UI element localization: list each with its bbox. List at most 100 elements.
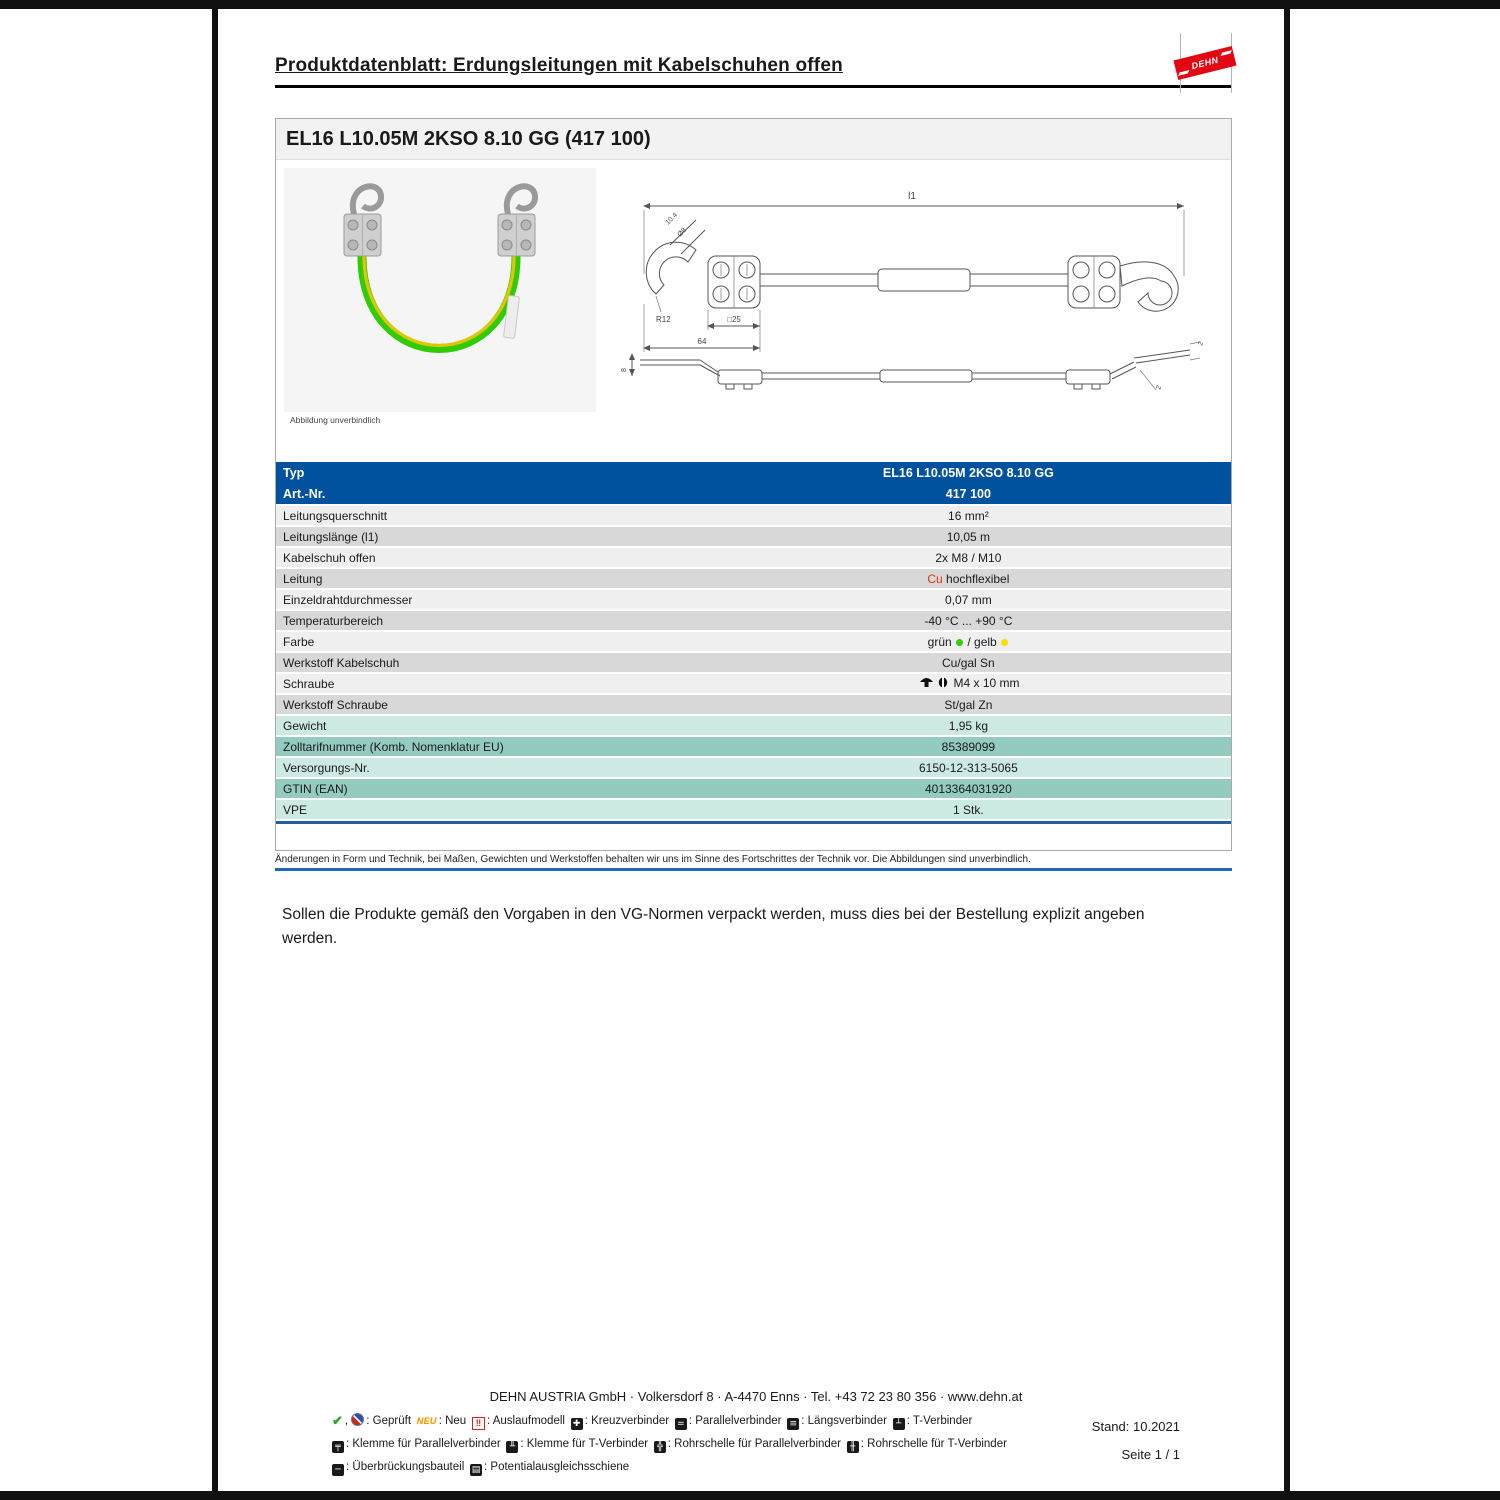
- spec-row-label: Gewicht: [283, 718, 327, 733]
- spec-row-value: 1 Stk.: [706, 803, 1231, 817]
- spec-row-value: grün / gelb: [706, 635, 1231, 649]
- dim-8: 8: [621, 368, 628, 372]
- spec-row: GTIN (EAN) 4013364031920: [276, 779, 1231, 798]
- legend-line-2: ╤: Klemme für Parallelverbinder ╨: Klemm…: [332, 1438, 1027, 1453]
- photo-background: [284, 168, 596, 412]
- spec-row-value: 1,95 kg: [706, 719, 1231, 733]
- value-text: Cu/gal Sn: [942, 655, 995, 670]
- value-text: M4 x 10 mm: [950, 676, 1020, 691]
- spec-row: Einzeldrahtdurchmesser 0,07 mm: [276, 590, 1231, 609]
- spec-row-label: Schraube: [283, 676, 335, 691]
- product-title: EL16 L10.05M 2KSO 8.10 GG (417 100): [276, 119, 1231, 160]
- dim-2-top: 2: [1197, 341, 1205, 347]
- spec-table-bottom-rule: [276, 821, 1231, 824]
- spec-row-label: Farbe: [283, 634, 315, 649]
- value-text: 10,05 m: [946, 529, 991, 544]
- spec-row-value: Cu hochflexibel: [706, 572, 1231, 586]
- technical-drawing: l1 10.4 Ø8 R12: [621, 191, 1205, 391]
- parallelverbinder-icon: =: [674, 1418, 687, 1430]
- color-dot-icon: [1001, 638, 1009, 646]
- value-text: 1,95 kg: [948, 718, 989, 733]
- value-text: 85389099: [941, 739, 996, 754]
- document-content: Produktdatenblatt: Erdungsleitungen mit …: [275, 9, 1237, 1491]
- value-text: 6150-12-313-5065: [919, 760, 1018, 775]
- document-header: Produktdatenblatt: Erdungsleitungen mit …: [275, 33, 1237, 93]
- kreuzverbinder-icon: ✚: [570, 1418, 583, 1430]
- spec-row: VPE 1 Stk.: [276, 800, 1231, 819]
- box-bottom-padding: [276, 824, 1231, 850]
- spec-row-value: 2x M8 / M10: [706, 551, 1231, 565]
- dehn-logo-mark: DEHN: [1173, 46, 1237, 80]
- t-verbinder-icon: ┴: [892, 1418, 905, 1430]
- rohrschelle-parallelverbinder-icon: ╬: [653, 1441, 666, 1453]
- value-text: 4013364031920: [924, 781, 1012, 796]
- dehn-logo: DEHN: [1173, 33, 1237, 93]
- spec-header-typ-value: EL16 L10.05M 2KSO 8.10 GG: [882, 465, 1054, 480]
- document-title: Produktdatenblatt: Erdungsleitungen mit …: [275, 55, 843, 76]
- spec-row-value: 10,05 m: [706, 530, 1231, 544]
- value-text: hochflexibel: [942, 571, 1010, 586]
- spec-row: Zolltarifnummer (Komb. Nomenklatur EU) 85…: [276, 737, 1231, 756]
- spec-header-artnr: Art.-Nr. 417 100: [276, 483, 1231, 504]
- company-address-line: DEHN AUSTRIA GmbH · Volkersdorf 8 · A-44…: [489, 1389, 1023, 1404]
- spec-row: Gewicht 1,95 kg: [276, 716, 1231, 735]
- spec-row: Farbe grün / gelb: [276, 632, 1231, 651]
- spec-row-label: Werkstoff Kabelschuh: [283, 655, 400, 670]
- page-top-border: [0, 0, 1500, 9]
- spec-row: Leitung Cu hochflexibel: [276, 569, 1231, 588]
- spec-header-typ: Typ EL16 L10.05M 2KSO 8.10 GG: [276, 462, 1231, 483]
- spec-table-body: Leitungsquerschnitt 16 mm² Leitungslänge (…: [276, 506, 1231, 819]
- dim-sq25: □25: [727, 315, 741, 324]
- klemme-t-verbinder-icon: ╨: [506, 1441, 519, 1453]
- spec-row: Kabelschuh offen 2x M8 / M10: [276, 548, 1231, 567]
- spec-row: Temperaturbereich -40 °C ... +90 °C: [276, 611, 1231, 630]
- spec-row-value: M4 x 10 mm: [706, 676, 1231, 691]
- spec-row-value: 0,07 mm: [706, 593, 1231, 607]
- dim-10-4: 10.4: [664, 212, 679, 227]
- dehn-logo-text: DEHN: [1190, 54, 1220, 72]
- spec-row: Leitungslänge (l1) 10,05 m: [276, 527, 1231, 546]
- spec-table: Typ EL16 L10.05M 2KSO 8.10 GG Art.-Nr. 4…: [276, 462, 1231, 824]
- spec-row: Werkstoff Kabelschuh Cu/gal Sn: [276, 653, 1231, 672]
- spec-row-value: 16 mm²: [706, 509, 1231, 523]
- color-dot-icon: [956, 638, 964, 646]
- auslaufmodell-icon: ‼: [471, 1417, 485, 1430]
- legend-line-3: ─: Überbrückungsbauteil ▤: Potentialausg…: [332, 1461, 1027, 1476]
- page-footer: DEHN AUSTRIA GmbH · Volkersdorf 8 · A-44…: [332, 1389, 1180, 1485]
- laengsverbinder-icon: ≡: [787, 1418, 800, 1430]
- potentialausgleichsschiene-icon: ▤: [470, 1464, 483, 1476]
- rohrschelle-t-verbinder-icon: ╫: [846, 1441, 859, 1453]
- spec-row-label: Kabelschuh offen: [283, 550, 376, 565]
- dim-l1: l1: [908, 191, 916, 202]
- spec-row-label: Leitungslänge (l1): [283, 529, 379, 544]
- icon-legend: ✔, : Geprüft NEU: Neu ‼: Auslaufmodell ✚…: [332, 1413, 1027, 1476]
- value-text: 16 mm²: [948, 508, 989, 523]
- right-hook: [503, 183, 538, 215]
- product-box: EL16 L10.05M 2KSO 8.10 GG (417 100): [275, 118, 1232, 851]
- spec-row-label: GTIN (EAN): [283, 781, 348, 796]
- spec-header-typ-label: Typ: [283, 465, 305, 480]
- legend-line-1: ✔, : Geprüft NEU: Neu ‼: Auslaufmodell ✚…: [332, 1413, 979, 1430]
- spec-row-label: Werkstoff Schraube: [283, 697, 388, 712]
- product-images: Abbildung unverbindlich: [276, 160, 1231, 428]
- footer-right-info: Stand: 10.2021 Seite 1 / 1: [1092, 1419, 1180, 1462]
- dim-r12: R12: [656, 315, 671, 324]
- spec-row-label: Zolltarifnummer (Komb. Nomenklatur EU): [283, 739, 504, 754]
- cable-yellow-stripe: [362, 253, 516, 348]
- spec-row-label: Leitungsquerschnitt: [283, 508, 388, 523]
- klemme-parallelverbinder-icon: ╤: [332, 1441, 344, 1453]
- value-text: -40 °C ... +90 °C: [924, 613, 1013, 628]
- value-text: / gelb: [964, 634, 1001, 649]
- spec-header-artnr-label: Art.-Nr.: [283, 486, 326, 501]
- spec-row: Schraube M4 x 10 mm: [276, 674, 1231, 693]
- vg-packaging-note: Sollen die Produkte gemäß den Vorgaben i…: [282, 906, 1145, 948]
- spec-row: Werkstoff Schraube St/gal Zn: [276, 695, 1231, 714]
- mushroom-head-screw-icon: [919, 677, 934, 691]
- page-number: Seite 1 / 1: [1121, 1447, 1180, 1462]
- neu-icon: NEU: [416, 1416, 437, 1426]
- spec-row-value: St/gal Zn: [706, 698, 1231, 712]
- ueberbrueckungsbauteil-icon: ─: [332, 1464, 344, 1476]
- spec-row-label: Versorgungs-Nr.: [283, 760, 370, 775]
- dim-2-side: 2: [1155, 385, 1163, 391]
